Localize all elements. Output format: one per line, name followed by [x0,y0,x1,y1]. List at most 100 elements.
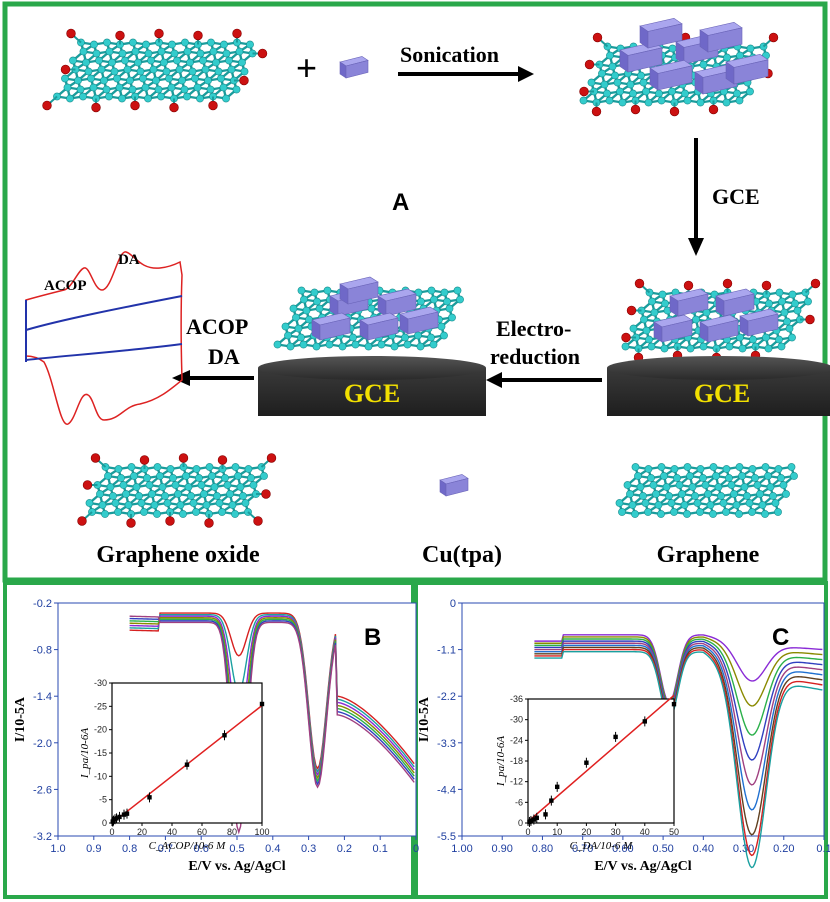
cube [339,56,369,79]
inset-data-point [222,733,227,738]
inset-x-tick-label: 30 [611,827,621,837]
cutpa-cube-left-1 [377,288,417,317]
y-tick-label: -0.8 [33,645,52,657]
cutpa-cube-5 [725,53,769,85]
cutpa-cube-2 [699,21,743,53]
x-tick-label: 1.00 [451,843,472,855]
x-tick-label: 0.40 [693,843,714,855]
inset-data-point [671,701,677,707]
dpv-curve-b-4 [129,618,415,793]
inset-data-point [531,817,537,822]
panel-a-frame [2,1,828,583]
inset-y-tick-label: -6 [515,797,523,807]
dpv-curve-c-8 [534,651,823,869]
inset-data-point [114,816,119,821]
inset-plot-area [111,682,263,824]
inset-y-tick-label: -30 [510,715,523,725]
x-tick-label: 0.60 [612,843,633,855]
inset-y-tick-label: -30 [94,678,107,688]
right-electrode: GCE [607,356,830,416]
y-tick-label: -3.3 [437,738,456,750]
inset-data-point [147,795,152,800]
inset-data-point [584,760,589,765]
x-tick-label: 0.8 [122,843,137,855]
x-tick-label: 0.3 [301,843,316,855]
analyte-da-label: DA [208,344,240,369]
legend-graphene-sheet [615,463,798,518]
inset-data-point [121,812,127,817]
y-tick-label: -1.1 [437,645,456,657]
cutpa-cube-right-2 [653,314,693,343]
inset-data-point [642,719,647,724]
y-tick-label: 0 [450,598,456,610]
inset-x-tick-label: 20 [581,827,591,837]
inset-data-point [549,798,554,803]
chart-c: 1.00 0.90 0.80 0.70 0.60 0.50 0.40 0.30 0.20 0.1 0… [417,598,830,874]
x-tick-label: 1.0 [50,843,65,855]
x-tick-label: 0.20 [773,843,794,855]
cv-peak-da-label: DA [118,252,140,268]
inset-x-tick-label: 100 [254,827,269,837]
x-tick-label: 0.90 [492,843,513,855]
y-tick-label: -2.6 [33,784,52,796]
y-tick-label: -2.0 [33,738,52,750]
molecular-sheets [42,17,821,528]
inset-y-tick-label: 0 [518,818,523,828]
right-electrode-label: GCE [694,379,750,408]
inset-y-tick-label: -25 [94,701,107,711]
inset-data-point [184,762,190,767]
inset-x-tick-label: 20 [137,827,147,837]
x-tick-label: 0.9 [86,843,101,855]
inset-data-point [534,815,539,821]
legend-graphene-oxide-sheet [77,453,277,528]
cutpa-cube-right-1 [715,288,755,317]
cutpa-cube-right-0 [669,288,709,317]
x-tick-label: 0.2 [337,843,352,855]
x-axis-label: E/V vs. Ag/AgCl [594,859,691,874]
inset-x-tick-label: 40 [640,827,650,837]
inset-y-axis-label: I_pa/10-6A [495,736,507,787]
inset-y-tick-label: -18 [510,756,523,766]
x-tick-label: 0.6 [194,843,209,855]
cutpa-cube-left-2 [311,312,351,341]
analyte-acop-label: ACOP [186,314,248,339]
x-tick-label: 0.4 [265,843,280,855]
legend-graphene-oxide: Graphene oxide [96,542,260,568]
panel-letter: C [772,624,789,651]
electroreduction-label-1: Electro- [496,316,571,341]
inset-y-tick-label: -20 [94,725,107,735]
chart-b: 1.0 0.9 0.8 0.7 0.6 0.5 0.4 0.3 0.2 0.1 0 -0.2 -0.8 -… [13,598,419,874]
legend-graphene: Graphene [657,542,760,568]
cutpa-cube-6 [639,17,683,49]
inset-data-point [555,784,560,790]
graphene-oxide-sheet-top [42,28,268,113]
inset-x-tick-label: 50 [669,827,679,837]
inset-x-axis-label: C_DA/10-6 M [570,840,633,852]
y-tick-label: -4.4 [437,784,456,796]
legend-cutpa: Cu(tpa) [422,542,502,568]
dpv-curve-b-3 [129,617,415,780]
left-electrode: GCE [258,356,486,416]
cv-peak-acop-label: ACOP [44,278,87,294]
dpv-curve-b-1 [129,613,415,773]
gce-arrow-label: GCE [712,184,760,209]
cube [439,474,469,497]
dpv-curve-b-6 [129,615,415,835]
inset-y-tick-label: -15 [94,748,107,758]
x-tick-label: 0.7 [158,843,173,855]
cutpa-legend-cube-icon [439,474,469,497]
inset-y-tick-label: -5 [99,795,107,805]
y-axis-label: I/10-5A [13,696,28,742]
y-tick-label: -1.4 [33,691,52,703]
inset-data-point [259,701,265,707]
x-axis-label: E/V vs. Ag/AgCl [188,859,285,874]
x-tick-label: 0.70 [572,843,593,855]
cutpa-cube-right-3 [699,314,739,343]
y-tick-label: -2.2 [437,691,456,703]
inset-data-point [124,811,130,816]
x-tick-label: 0 [413,843,419,855]
cutpa-cube-left-4 [399,306,439,335]
inset-y-tick-label: 0 [102,818,107,828]
panel-letter-a: A [392,189,409,216]
